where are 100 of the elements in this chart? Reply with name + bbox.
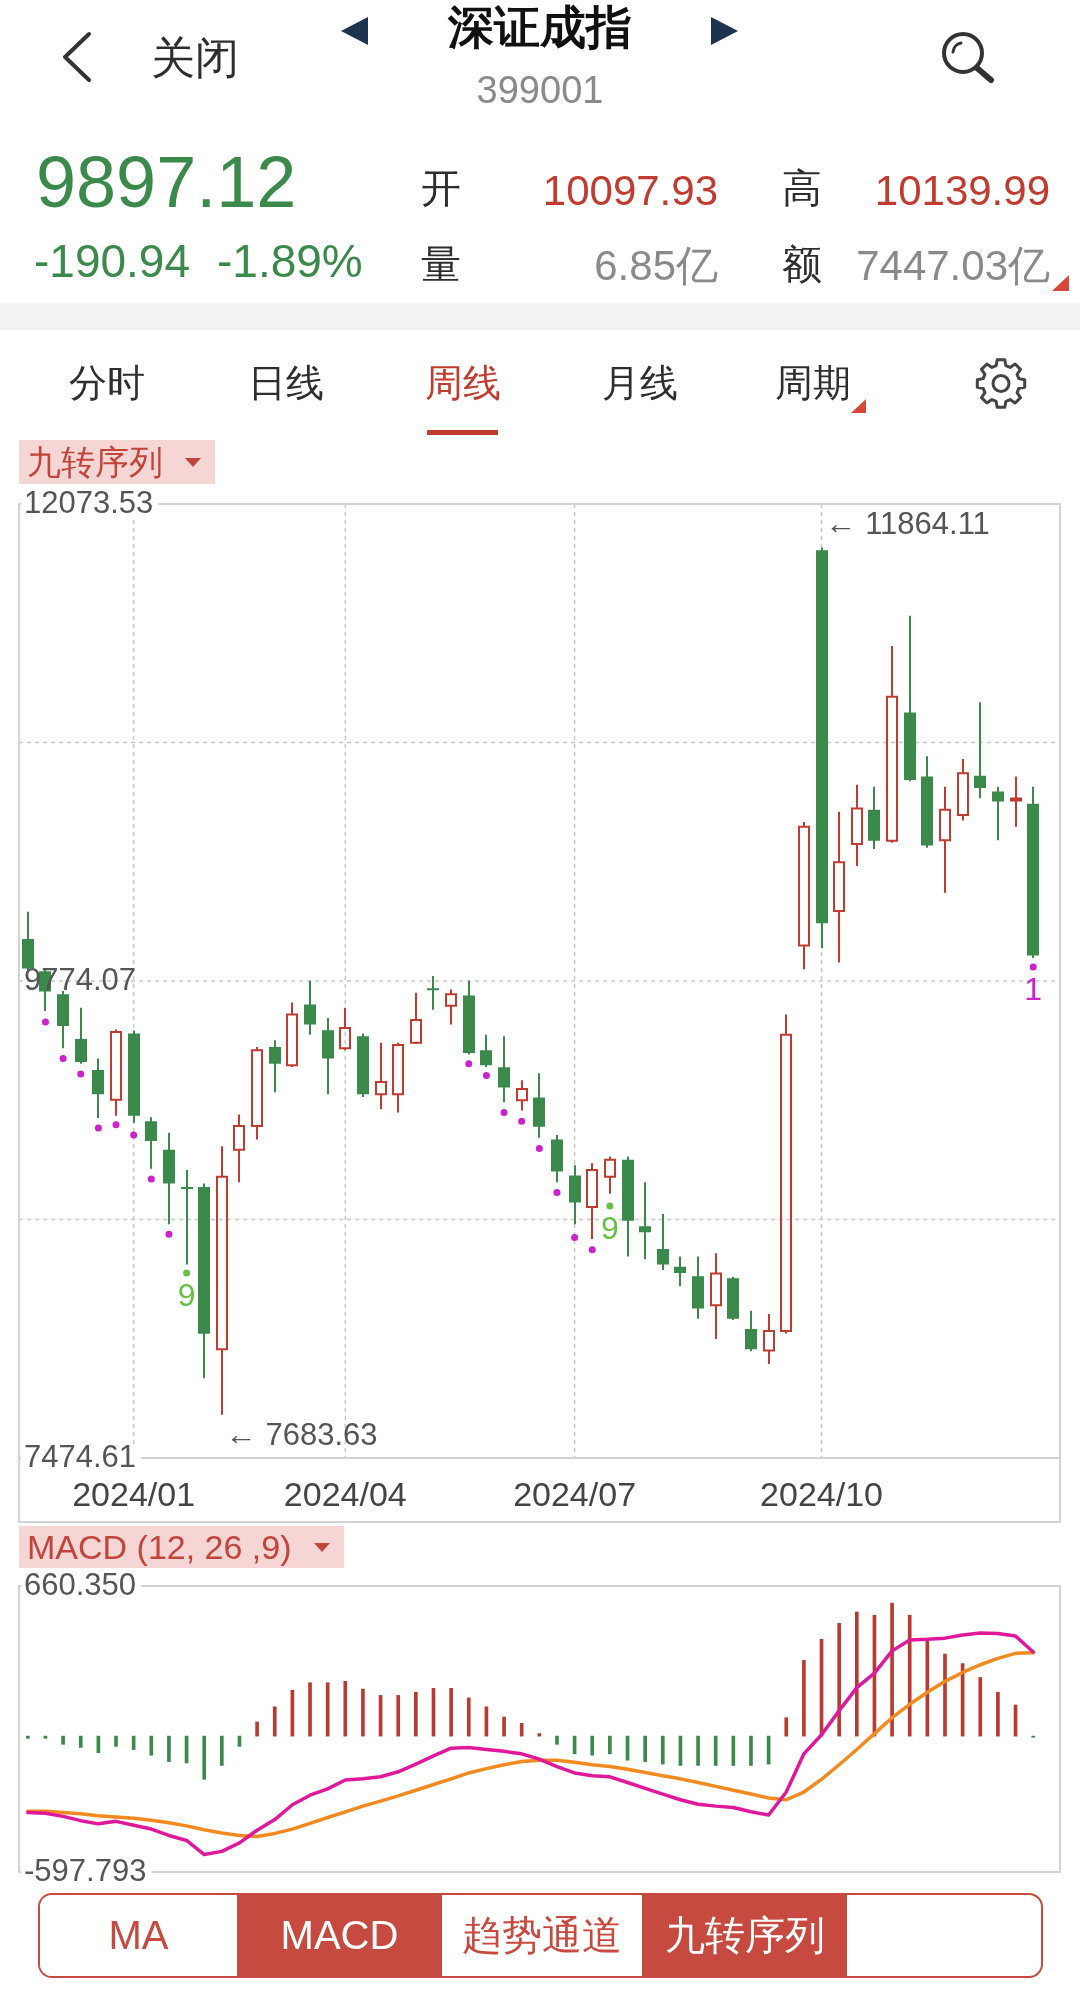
point	[59, 1054, 67, 1062]
point	[500, 1109, 508, 1117]
y-tick-label: 660.350	[24, 1566, 137, 1602]
point	[77, 1070, 85, 1078]
point	[571, 1234, 579, 1242]
candlestick	[833, 810, 845, 964]
candlestick	[392, 1041, 404, 1114]
candlestick	[939, 785, 951, 894]
bar	[466, 1697, 471, 1737]
candlestick	[233, 1113, 245, 1184]
point	[588, 1246, 596, 1254]
point	[165, 1230, 173, 1238]
candlestick	[851, 783, 863, 867]
text: 高	[782, 166, 822, 210]
candlestick	[710, 1252, 722, 1341]
candlestick	[516, 1079, 528, 1112]
text: 分时	[69, 362, 145, 404]
bar	[449, 1688, 453, 1737]
annotation: 1	[1024, 970, 1043, 1007]
bar	[361, 1688, 365, 1737]
point	[147, 1175, 155, 1183]
bar	[502, 1716, 506, 1737]
annotation: 9	[177, 1276, 196, 1313]
indicator-button: MACD	[237, 1895, 442, 1976]
bar	[519, 1723, 524, 1737]
indicator-button: 九转序列	[642, 1895, 847, 1976]
text: 开	[421, 166, 461, 210]
candlestick	[445, 988, 457, 1026]
indicator-dropdown: MACD (12, 26 ,9)	[19, 1526, 344, 1568]
point	[94, 1124, 102, 1132]
candlestick	[657, 1213, 669, 1270]
text: 深证成指	[448, 1, 632, 53]
point	[535, 1144, 543, 1152]
candlestick	[569, 1165, 581, 1225]
bar	[837, 1623, 841, 1737]
bar	[660, 1735, 665, 1765]
text: 6.85亿	[594, 242, 718, 289]
text: -190.94	[34, 235, 191, 287]
bar	[167, 1735, 171, 1762]
indicator-dropdown: 九转序列	[19, 440, 215, 484]
bar	[61, 1735, 65, 1745]
bar	[643, 1735, 647, 1762]
candlestick	[427, 976, 439, 1010]
bar	[255, 1721, 259, 1737]
bar	[114, 1735, 118, 1747]
candlestick	[375, 1041, 387, 1111]
chart-title: MACD (12, 26 ,9)	[27, 1528, 292, 1566]
bar	[943, 1653, 947, 1737]
candlestick	[639, 1182, 651, 1260]
bar	[272, 1706, 277, 1737]
candlestick	[216, 1145, 228, 1416]
text: 月线	[602, 362, 678, 404]
candlestick	[181, 1169, 193, 1265]
bar	[996, 1691, 1000, 1737]
point	[41, 1018, 49, 1026]
x-tick-label: 2024/07	[513, 1474, 637, 1513]
point	[465, 1060, 473, 1068]
bar	[713, 1735, 718, 1766]
candlestick	[886, 645, 898, 844]
bar	[25, 1735, 30, 1739]
candlestick	[251, 1045, 263, 1141]
candlestick	[110, 1028, 122, 1117]
candlestick	[304, 980, 316, 1035]
bar	[907, 1614, 912, 1737]
y-tick-label: 12073.53	[24, 484, 154, 520]
text: 10139.99	[874, 167, 1050, 214]
annotation: ← 7683.63	[225, 1416, 378, 1452]
text: 日线	[248, 362, 324, 404]
point	[553, 1188, 561, 1196]
point	[112, 1121, 120, 1129]
bar	[590, 1735, 595, 1756]
bar	[749, 1735, 753, 1766]
candlestick	[957, 758, 969, 822]
bar	[202, 1735, 207, 1780]
bar	[396, 1695, 401, 1737]
candlestick	[286, 1001, 298, 1068]
text: 周线	[425, 362, 501, 404]
point	[518, 1117, 526, 1125]
text: 量	[421, 242, 461, 286]
candlestick	[992, 786, 1004, 841]
candlestick	[674, 1256, 686, 1287]
bar	[978, 1677, 983, 1737]
point	[183, 1269, 191, 1277]
bar	[696, 1735, 700, 1766]
bar	[537, 1733, 542, 1737]
bar	[890, 1602, 894, 1737]
bar	[784, 1717, 789, 1737]
annotation: ← 11864.11	[825, 506, 990, 542]
point	[482, 1071, 490, 1079]
bar	[343, 1681, 348, 1737]
candlestick	[145, 1117, 157, 1169]
candlestick	[1010, 775, 1022, 828]
point	[606, 1202, 614, 1210]
candlestick	[974, 702, 986, 799]
text: 周期	[775, 362, 851, 404]
bar	[414, 1691, 418, 1737]
point	[1029, 963, 1037, 971]
bar	[78, 1735, 83, 1748]
chart-title: 九转序列	[27, 443, 163, 481]
bar	[149, 1735, 154, 1756]
